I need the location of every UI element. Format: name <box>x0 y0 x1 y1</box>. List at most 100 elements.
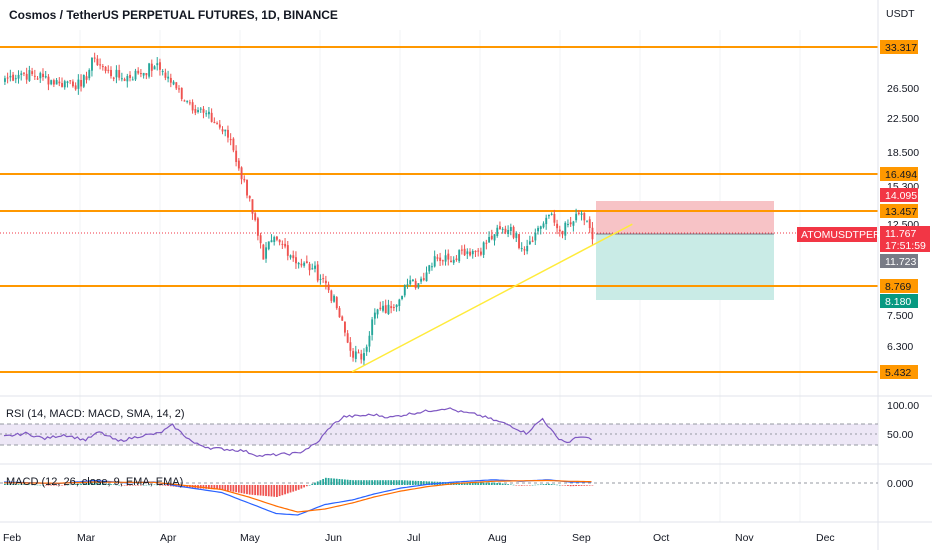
chart-title[interactable]: Cosmos / TetherUS PERPETUAL FUTURES, 1D,… <box>9 8 338 22</box>
macd-histogram-bar <box>392 480 395 485</box>
candle-body <box>44 76 47 78</box>
macd-histogram-bar <box>352 480 354 485</box>
macd-histogram-bar <box>218 485 221 490</box>
time-tick: Nov <box>735 532 754 544</box>
candle-body <box>509 227 512 231</box>
candle <box>6 72 9 84</box>
macd-histogram-bar <box>401 480 403 485</box>
candle-body <box>39 73 42 79</box>
macd-histogram-bar <box>300 485 303 489</box>
candle-body <box>493 234 496 241</box>
candle <box>537 225 540 235</box>
macd-histogram-bar <box>161 485 164 486</box>
candle <box>210 108 213 123</box>
candle <box>365 344 368 356</box>
macd-histogram-bar <box>431 481 433 485</box>
candle-body <box>433 256 436 267</box>
candle-body <box>199 108 202 110</box>
candle <box>384 299 387 314</box>
candle-body <box>300 263 303 266</box>
candle-body <box>93 57 96 59</box>
candle-body <box>74 85 77 90</box>
candle <box>346 330 349 344</box>
candle <box>175 81 178 90</box>
macd-histogram-bar <box>240 485 243 494</box>
macd-histogram-bar <box>319 480 322 485</box>
candle <box>363 348 365 366</box>
time-tick: Jun <box>325 532 342 544</box>
candle-body <box>110 69 112 77</box>
candle-body <box>256 218 259 236</box>
candle-body <box>322 278 325 280</box>
macd-histogram-bar <box>281 485 284 496</box>
macd-histogram-bar <box>259 485 262 496</box>
macd-histogram-bar <box>69 484 72 486</box>
candle-body <box>235 150 238 162</box>
candle-body <box>28 70 31 81</box>
candle-body <box>142 72 145 76</box>
macd-histogram-bar <box>150 484 153 486</box>
macd-histogram-bar <box>85 483 88 485</box>
candle-body <box>183 100 186 102</box>
support-resistance-levels[interactable] <box>0 46 878 373</box>
candle-body <box>107 69 110 71</box>
macd-histogram-bar <box>25 484 28 485</box>
macd-histogram-bar <box>371 480 373 485</box>
candle-body <box>31 71 34 75</box>
ascending-trendline[interactable] <box>351 223 633 373</box>
macd-histogram-bar <box>477 482 480 485</box>
candle-body <box>265 247 268 259</box>
candle <box>583 212 586 226</box>
candle <box>417 283 420 290</box>
macd-label[interactable]: MACD (12, 26, close, 9, EMA, EMA) <box>6 476 183 488</box>
macd-histogram-bar <box>61 485 63 486</box>
candle-body <box>387 304 390 315</box>
rsi-pane[interactable]: RSI (14, MACD: MACD, SMA, 14, 2) <box>0 407 878 458</box>
last-price-text: 11.767 <box>885 228 916 240</box>
candle-body <box>232 138 235 151</box>
candle <box>161 69 164 76</box>
candle <box>575 208 578 223</box>
macd-histogram-bar <box>558 485 561 486</box>
candle-body <box>409 280 412 285</box>
macd-histogram-bar <box>164 485 167 486</box>
candle <box>23 72 25 77</box>
macd-histogram-bar <box>422 481 425 485</box>
candle <box>482 241 485 258</box>
macd-histogram-bar <box>28 484 31 486</box>
macd-histogram-bar <box>55 485 58 486</box>
macd-histogram-bar <box>292 485 295 492</box>
macd-histogram-bar <box>496 482 499 485</box>
macd-histogram-bar <box>112 484 115 485</box>
rsi-label[interactable]: RSI (14, MACD: MACD, SMA, 14, 2) <box>6 408 184 420</box>
candle-body <box>164 72 167 78</box>
candle-body <box>284 243 287 247</box>
time-axis[interactable]: Feb Mar Apr May Jun Jul Aug Sep Oct Nov … <box>3 532 835 544</box>
candle <box>333 294 336 303</box>
candle <box>55 78 58 85</box>
price-badges[interactable]: 33.317 16.494 14.095 13.457 ATOMUSDTPERP… <box>797 40 930 379</box>
macd-histogram-bar <box>14 484 17 485</box>
position-tool[interactable] <box>596 201 774 300</box>
macd-histogram-bar <box>6 483 9 485</box>
candle-body <box>12 74 15 81</box>
candle-body <box>436 257 439 259</box>
candle <box>414 278 417 290</box>
macd-pane[interactable]: MACD (12, 26, close, 9, EMA, EMA) <box>0 476 878 516</box>
candle-body <box>297 263 300 265</box>
candle <box>278 239 281 246</box>
candle-body <box>202 108 205 113</box>
candle-body <box>224 129 227 132</box>
candle-body <box>254 213 257 220</box>
macd-histogram-bar <box>93 482 96 485</box>
macd-histogram-bar <box>368 480 371 485</box>
candle-body <box>512 226 515 238</box>
candle-body <box>395 304 398 308</box>
macd-histogram-bar <box>460 482 463 485</box>
candle-body <box>218 124 221 128</box>
candle <box>324 275 327 290</box>
macd-histogram-bar <box>534 484 537 486</box>
price-tick: 6.300 <box>887 341 913 353</box>
candle <box>80 74 83 92</box>
